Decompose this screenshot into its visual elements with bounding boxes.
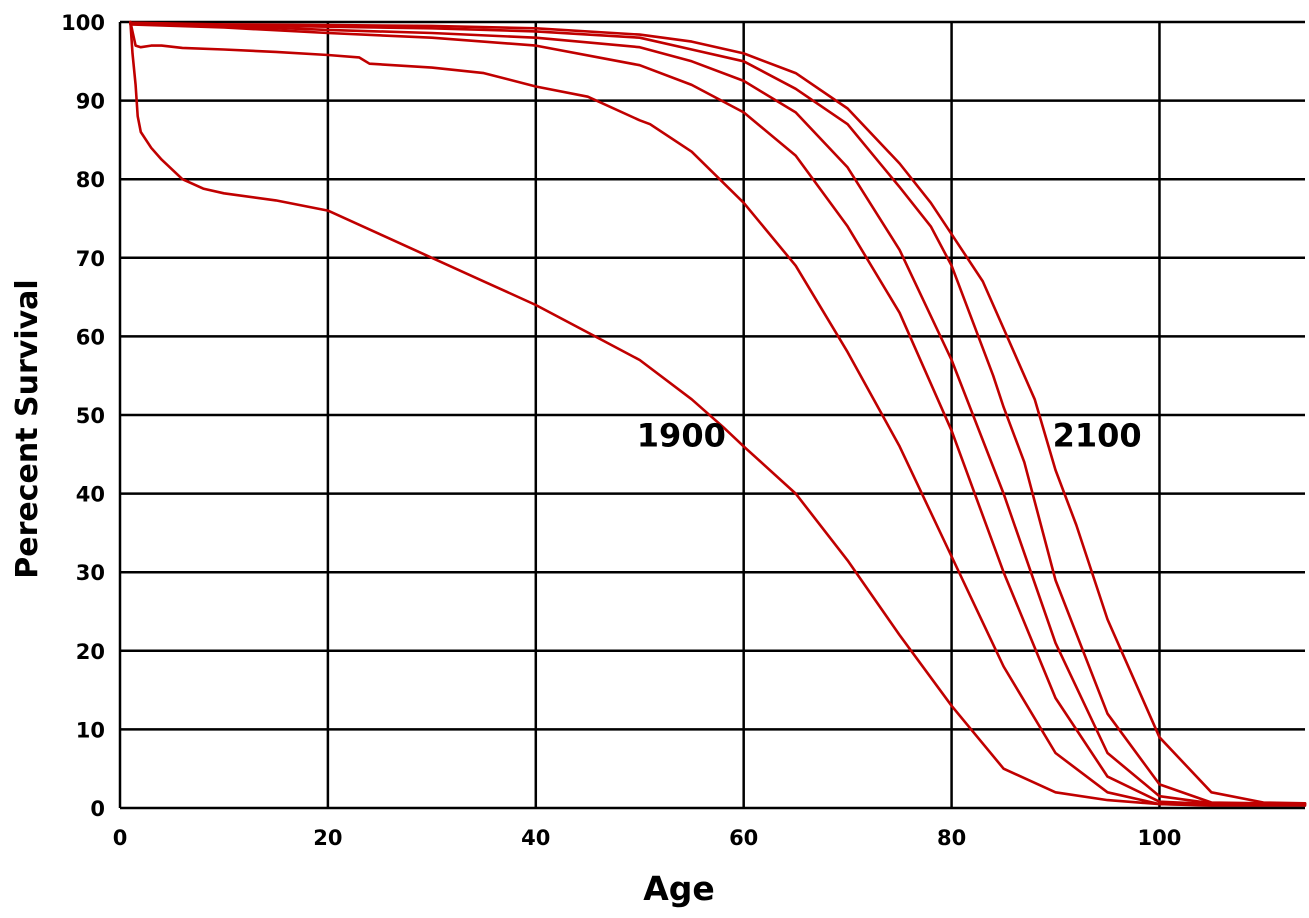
y-tick-label: 30 [76,561,105,585]
annotations: 1900 2100 [637,416,1142,454]
series-line-3 [129,23,1307,806]
tick-labels: 0 10 20 30 40 50 60 70 80 90 100 0 20 40 60 80 100 [61,11,1181,850]
y-tick-label: 40 [76,483,105,507]
axes [118,22,1305,810]
y-tick-label: 80 [76,168,105,192]
x-tick-label: 100 [1138,826,1182,850]
y-tick-label: 60 [76,325,105,349]
x-axis-label: Age [643,869,715,908]
annotation-label: 1900 [637,416,726,454]
annotation-label: 2100 [1053,416,1142,454]
x-tick-label: 80 [937,826,966,850]
y-axis-label: Perecent Survival [10,279,45,578]
y-tick-label: 0 [90,797,105,821]
x-tick-label: 40 [521,826,550,850]
y-tick-label: 100 [61,11,105,35]
x-tick-label: 60 [729,826,758,850]
grid [120,20,1305,808]
y-tick-label: 20 [76,640,105,664]
x-tick-label: 0 [113,826,128,850]
series-group [129,20,1307,807]
series-line-2 [129,20,1307,807]
y-tick-label: 70 [76,247,105,271]
series-line-4 [129,22,1307,806]
series-line-6 [129,21,1307,805]
y-tick-label: 50 [76,404,105,428]
x-tick-label: 20 [313,826,342,850]
series-line-1 [129,20,1307,807]
y-tick-label: 90 [76,90,105,114]
y-tick-label: 10 [76,718,105,742]
series-line-5 [129,21,1307,805]
